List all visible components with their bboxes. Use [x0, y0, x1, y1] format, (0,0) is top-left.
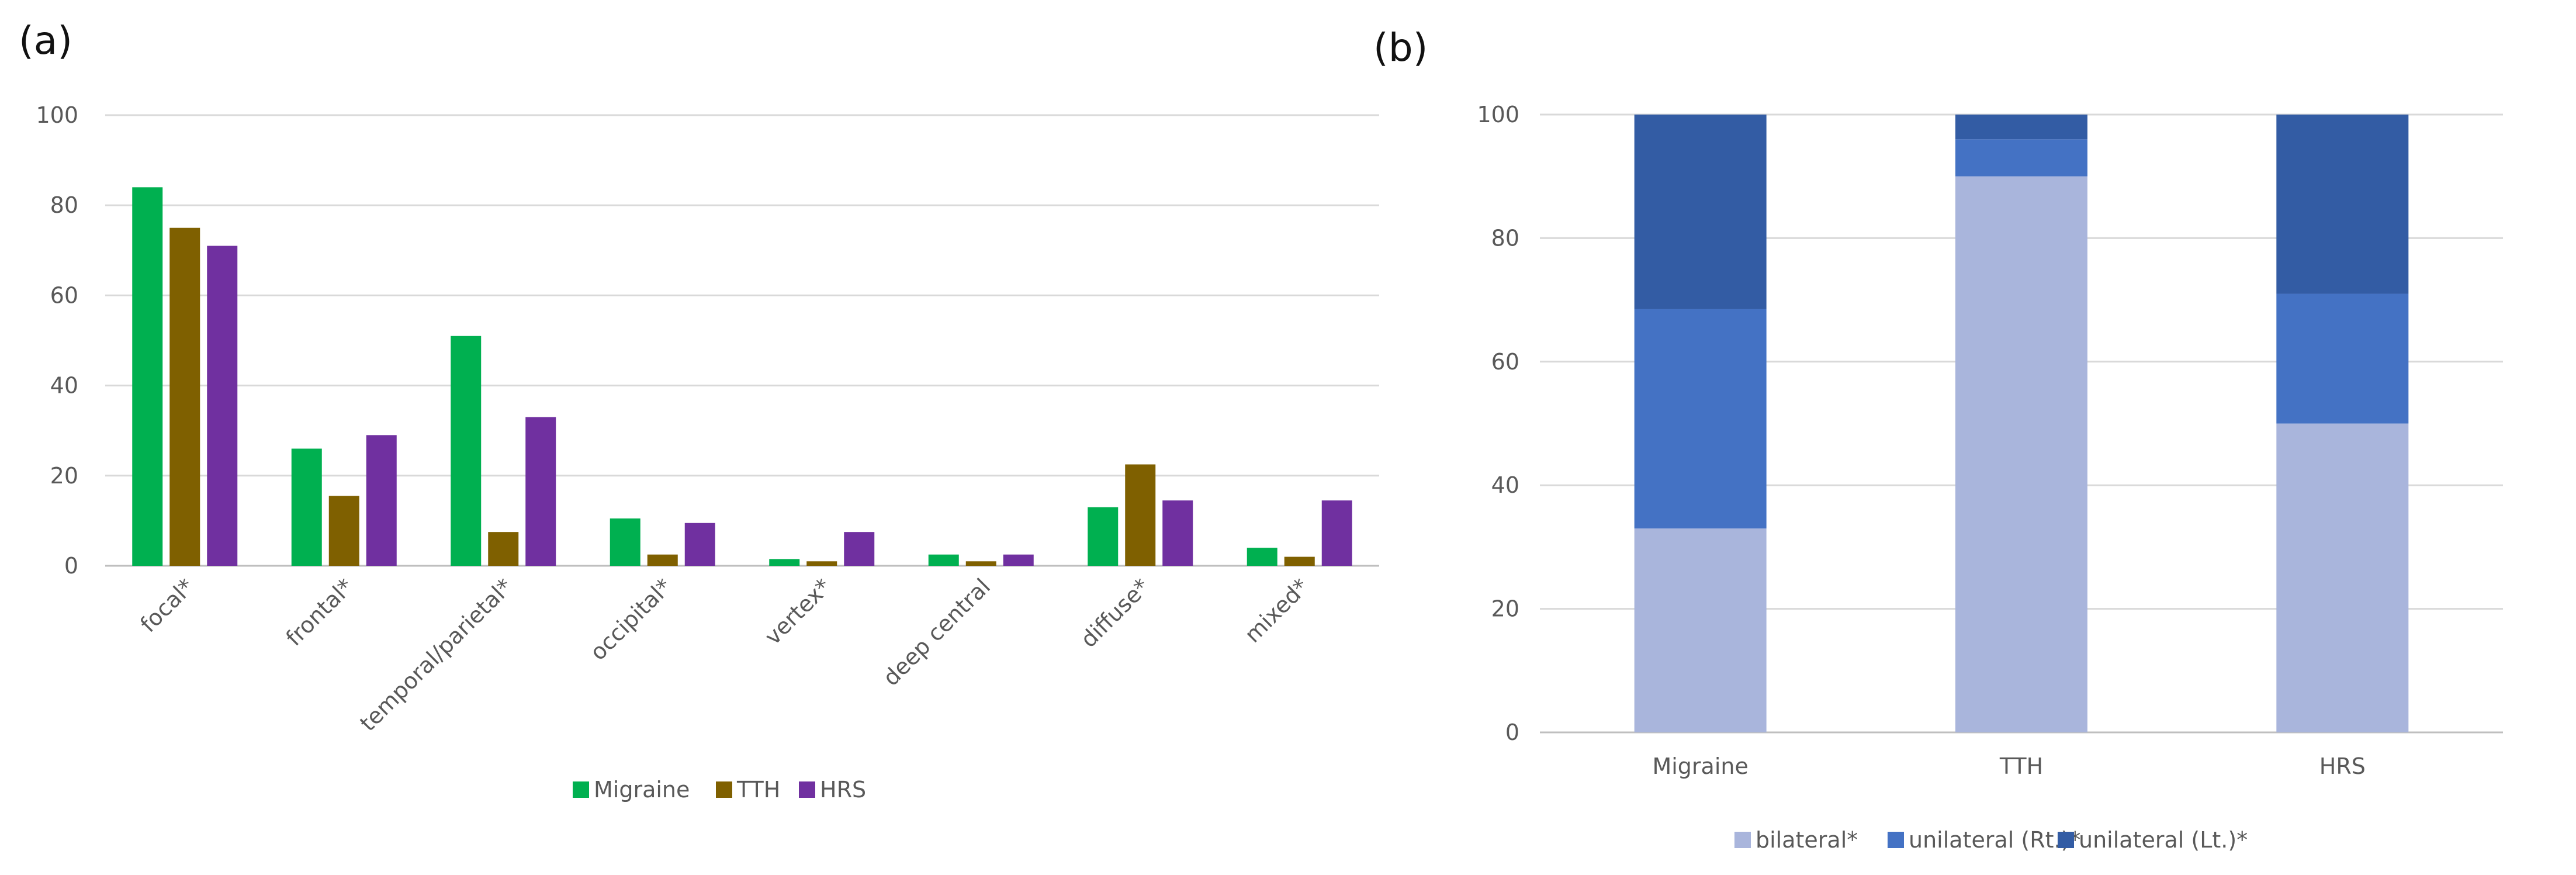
x-tick-label-a-diffuse: diffuse*: [1075, 573, 1154, 652]
bar-tth-frontal: [328, 496, 359, 566]
x-tick-label-a-occipital: occipital*: [585, 573, 677, 665]
x-tick-label-a-frontal: frontal*: [281, 573, 358, 651]
chart-b-legend: bilateral* unilateral (Rt.)*unilateral (L…: [1734, 827, 2248, 853]
bar-migraine-frontal: [291, 448, 322, 566]
y-tick-label-a-40: 40: [50, 373, 78, 399]
bar-migraine-focal: [132, 187, 163, 566]
chart-b-side: (b) 0 20 40 60 80 100 Migraine TTH HRS bilatera…: [1373, 25, 2503, 853]
x-tick-label-a-mixed: mixed*: [1239, 573, 1314, 648]
x-tick-label-b-tth: TTH: [1999, 753, 2043, 779]
bar-migraine-occipital: [610, 518, 640, 566]
bar-tth-focal: [169, 227, 200, 566]
legend-label-bilateral: bilateral*: [1756, 827, 1858, 853]
bar-tth-mixed: [1284, 556, 1315, 566]
bar-migraine-deep-central: [928, 554, 959, 566]
y-tick-label-a-60: 60: [50, 282, 78, 308]
bar-unilateral-lt-migraine: [1634, 115, 1767, 309]
bar-hrs-frontal: [366, 435, 397, 566]
bar-tth-deep-central: [965, 561, 996, 566]
y-tick-label-b-0: 0: [1505, 720, 1519, 745]
bar-migraine-vertex: [769, 559, 800, 566]
legend-swatch-hrs: [799, 781, 815, 798]
chart-a-bars: [132, 187, 1352, 566]
x-tick-label-b-migraine: Migraine: [1652, 753, 1748, 779]
chart-b-y-ticks: 0 20 40 60 80 100: [1477, 102, 1519, 745]
bar-migraine-temporal-parietal: [451, 336, 482, 566]
bar-tth-diffuse: [1125, 464, 1156, 566]
bar-migraine-diffuse: [1088, 507, 1119, 566]
y-tick-label-b-20: 20: [1491, 596, 1519, 622]
bar-migraine-mixed: [1247, 548, 1277, 566]
bar-tth-temporal-parietal: [488, 532, 519, 566]
bar-hrs-diffuse: [1162, 500, 1193, 566]
bar-tth-vertex: [806, 561, 837, 566]
y-tick-label-b-40: 40: [1491, 472, 1519, 498]
chart-a-x-ticks: focal* frontal*temporal/parietal* occipita…: [135, 573, 1314, 736]
bar-bilateral-tth: [1955, 176, 2087, 732]
y-tick-label-b-80: 80: [1491, 225, 1519, 251]
chart-a-location: (a) 0 20 40 60 80 100 focal* frontal*temporal/…: [19, 18, 1379, 803]
bar-unilateral-lt-tth: [1955, 115, 2087, 140]
y-tick-label-a-20: 20: [50, 463, 78, 489]
legend-label-hrs: HRS: [820, 777, 866, 803]
bar-bilateral-hrs: [2276, 423, 2409, 732]
x-tick-label-a-focal: focal*: [135, 573, 199, 637]
bar-unilateral-rt-migraine: [1634, 309, 1767, 529]
bar-hrs-focal: [207, 245, 238, 566]
bar-hrs-mixed: [1321, 500, 1352, 566]
legend-swatch-bilateral: [1734, 832, 1751, 848]
legend-label-unilateral-rt: unilateral (Rt.)*: [1909, 827, 2080, 853]
x-tick-label-a-temporal-parietal: temporal/parietal*: [355, 573, 517, 736]
chart-a-legend: Migraine TTH HRS: [573, 777, 866, 803]
chart-a-y-ticks: 0 20 40 60 80 100: [36, 102, 78, 579]
bar-hrs-vertex: [844, 532, 875, 566]
bar-tth-occipital: [647, 554, 678, 566]
y-tick-label-a-80: 80: [50, 192, 78, 218]
bar-hrs-occipital: [684, 523, 715, 566]
bar-unilateral-lt-hrs: [2276, 115, 2409, 294]
x-tick-label-b-hrs: HRS: [2319, 753, 2366, 779]
bar-hrs-deep-central: [1003, 554, 1034, 566]
y-tick-label-a-0: 0: [64, 553, 78, 579]
x-tick-label-a-vertex: vertex*: [760, 573, 836, 650]
legend-swatch-migraine: [573, 781, 589, 798]
bar-hrs-temporal-parietal: [525, 417, 556, 566]
panel-label-a: (a): [19, 18, 72, 63]
y-tick-label-a-100: 100: [36, 102, 78, 128]
legend-swatch-tth: [716, 781, 732, 798]
bar-bilateral-migraine: [1634, 528, 1767, 732]
legend-swatch-unilateral-lt: [2058, 832, 2074, 848]
chart-b-bars: [1634, 115, 2409, 732]
chart-b-x-ticks: Migraine TTH HRS: [1652, 753, 2365, 779]
x-tick-label-a-deep-central: deep central: [878, 573, 995, 691]
legend-label-tth: TTH: [736, 777, 780, 803]
legend-swatch-unilateral-rt: [1888, 832, 1904, 848]
bar-unilateral-rt-tth: [1955, 139, 2087, 177]
panel-label-b: (b): [1373, 25, 1428, 70]
y-tick-label-b-60: 60: [1491, 349, 1519, 375]
legend-label-unilateral-lt: unilateral (Lt.)*: [2079, 827, 2248, 853]
y-tick-label-b-100: 100: [1477, 102, 1519, 127]
bar-unilateral-rt-hrs: [2276, 293, 2409, 424]
legend-label-migraine: Migraine: [594, 777, 690, 803]
